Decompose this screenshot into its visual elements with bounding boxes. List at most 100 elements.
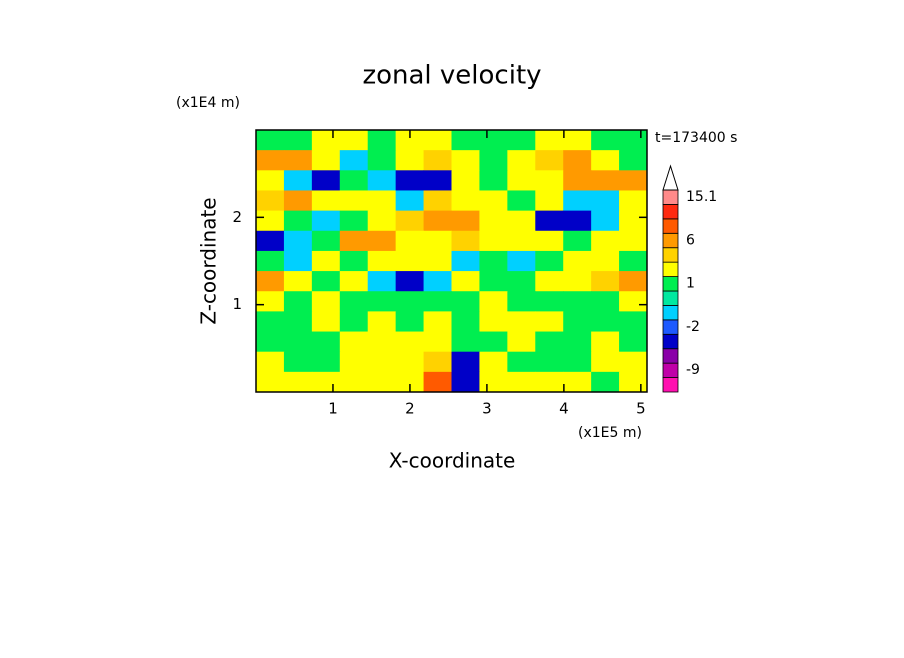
y-axis-label: Z-coordinate	[197, 197, 221, 324]
field-cell	[311, 130, 341, 151]
colorbar-tick-label: 6	[686, 232, 695, 248]
field-cell	[339, 351, 369, 373]
time-annotation: t=173400 s	[655, 130, 737, 146]
field-cell	[563, 250, 592, 272]
field-cell	[451, 210, 480, 232]
field-cell	[339, 150, 369, 171]
field-cell	[591, 230, 620, 252]
field-cell	[479, 250, 508, 272]
field-cell	[507, 170, 536, 191]
field-cell	[451, 250, 480, 272]
field-cell	[591, 271, 620, 292]
field-cell	[339, 230, 369, 252]
field-cell	[283, 130, 313, 151]
field-cell	[423, 331, 452, 353]
colorbar-segment	[662, 204, 679, 220]
field-cell	[256, 190, 285, 212]
field-cell	[619, 331, 648, 353]
field-cell	[619, 230, 648, 252]
field-cell	[591, 371, 620, 393]
field-cell	[423, 130, 452, 151]
colorbar-tick-label: 1	[686, 276, 695, 292]
field-cell	[395, 190, 425, 212]
field-cell	[563, 130, 592, 151]
field-cell	[563, 271, 592, 292]
field-cell	[311, 351, 341, 373]
field-cell	[535, 291, 564, 312]
field-cell	[423, 230, 452, 252]
field-cell	[479, 190, 508, 212]
field-cell	[535, 150, 564, 171]
field-cell	[367, 210, 397, 232]
field-cell	[423, 371, 452, 393]
field-cell	[563, 311, 592, 333]
field-cell	[311, 331, 341, 353]
field-cell	[535, 170, 564, 191]
field-cell	[256, 130, 285, 151]
field-cell	[256, 210, 285, 232]
colorbar-segment	[662, 218, 679, 234]
field-cell	[591, 170, 620, 191]
field-cell	[507, 371, 536, 393]
y-unit: (x1E4 m)	[176, 95, 240, 111]
field-cell	[451, 351, 480, 373]
colorbar-segment	[662, 333, 679, 350]
field-cell	[367, 371, 397, 393]
x-tick-label: 5	[636, 400, 646, 418]
field-cell	[423, 210, 452, 232]
field-cell	[339, 271, 369, 292]
field-cell	[256, 291, 285, 312]
field-cell	[479, 311, 508, 333]
field-cell	[395, 250, 425, 272]
field-cell	[395, 230, 425, 252]
field-cell	[367, 331, 397, 353]
field-cell	[535, 351, 564, 373]
field-cell	[367, 311, 397, 333]
field-cell	[311, 170, 341, 191]
field-cell	[563, 291, 592, 312]
field-cell	[507, 271, 536, 292]
field-cell	[311, 150, 341, 171]
field-cell	[507, 190, 536, 212]
colorbar-segment	[662, 276, 679, 292]
field-cell	[395, 271, 425, 292]
field-cell	[563, 351, 592, 373]
field-cell	[479, 291, 508, 312]
field-cell	[507, 150, 536, 171]
field-cell	[256, 311, 285, 333]
field-cell	[619, 351, 648, 373]
field-cell	[311, 371, 341, 393]
field-cell	[563, 170, 592, 191]
field-cell	[367, 190, 397, 212]
field-cell	[339, 250, 369, 272]
x-axis-label: X-coordinate	[389, 449, 516, 473]
colorbar-tick-label: 15.1	[686, 189, 717, 205]
x-tick-label: 3	[482, 400, 492, 418]
field-cell	[451, 190, 480, 212]
field-cell	[395, 210, 425, 232]
field-cell	[311, 291, 341, 312]
field-cell	[619, 371, 648, 393]
field-cell	[591, 351, 620, 373]
field-cell	[479, 351, 508, 373]
field-cell	[367, 351, 397, 373]
colorbar-tick-label: -9	[686, 362, 700, 378]
field-cell	[451, 311, 480, 333]
field-cell	[535, 271, 564, 292]
field-cell	[311, 210, 341, 232]
field-cell	[591, 130, 620, 151]
x-unit: (x1E5 m)	[578, 425, 642, 441]
field-cell	[479, 210, 508, 232]
field-cell	[451, 150, 480, 171]
field-cell	[591, 291, 620, 312]
field-cell	[507, 351, 536, 373]
field-cell	[395, 311, 425, 333]
field-cell	[256, 170, 285, 191]
field-cell	[311, 250, 341, 272]
field-cell	[535, 311, 564, 333]
field-cell	[619, 170, 648, 191]
field-cell	[535, 190, 564, 212]
field-cell	[311, 230, 341, 252]
field-cell	[367, 150, 397, 171]
